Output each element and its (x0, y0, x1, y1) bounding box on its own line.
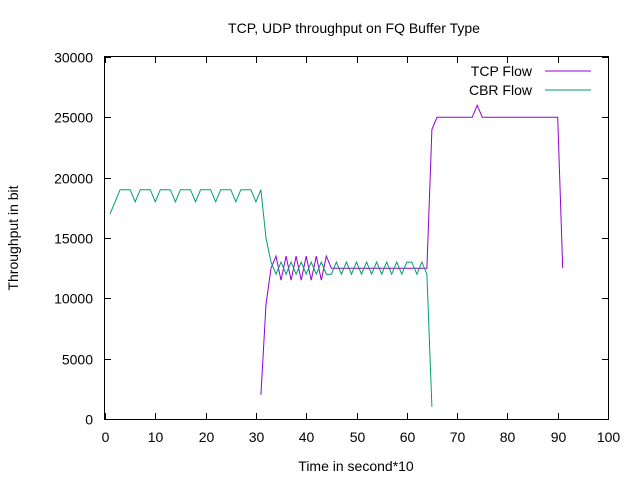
x-tick-label: 40 (299, 429, 315, 445)
x-tick-label: 60 (400, 429, 416, 445)
y-tick-label: 10000 (54, 291, 93, 307)
legend-label: CBR Flow (469, 82, 533, 98)
series-line-tcp-flow (260, 104, 564, 395)
x-tick-label: 70 (450, 429, 466, 445)
series-line-cbr-flow (109, 189, 433, 407)
y-axis-label: Throughput in bit (5, 185, 21, 290)
x-tick-label: 0 (102, 429, 110, 445)
x-tick-label: 80 (500, 429, 516, 445)
y-tick-label: 0 (85, 412, 93, 428)
x-tick-label: 10 (148, 429, 164, 445)
x-axis-label: Time in second*10 (298, 458, 414, 474)
chart-title: TCP, UDP throughput on FQ Buffer Type (228, 20, 480, 36)
y-tick-label: 15000 (54, 231, 93, 247)
x-tick-label: 100 (597, 429, 621, 445)
legend: TCP Flow CBR Flow (469, 63, 591, 98)
y-tick-label: 5000 (62, 352, 93, 368)
legend-label: TCP Flow (471, 63, 533, 79)
y-tick-label: 30000 (54, 50, 93, 66)
x-tick-label: 30 (249, 429, 265, 445)
y-tick-label: 20000 (54, 171, 93, 187)
x-tick-label: 20 (199, 429, 215, 445)
y-axis: 0 5000 10000 15000 20000 25000 30000 (54, 50, 608, 428)
x-tick-label: 90 (551, 429, 567, 445)
y-tick-label: 25000 (54, 110, 93, 126)
x-axis: 0 10 20 30 40 50 60 70 80 90 100 (102, 57, 621, 445)
series-layer (109, 104, 564, 407)
plot-frame (104, 56, 609, 420)
x-tick-label: 50 (350, 429, 366, 445)
